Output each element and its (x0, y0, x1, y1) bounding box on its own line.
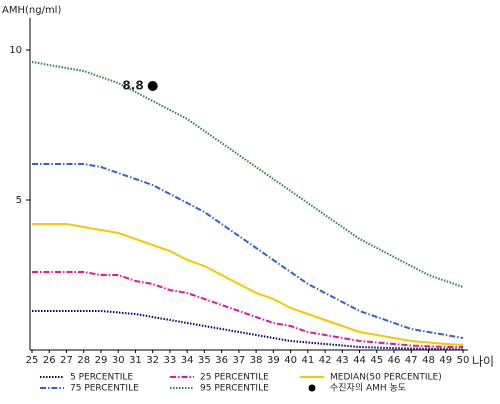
x-tick-label: 47 (405, 355, 418, 366)
x-tick-label: 49 (439, 355, 452, 366)
x-tick-label: 46 (388, 355, 401, 366)
x-tick-label: 38 (250, 355, 263, 366)
x-tick-label: 36 (215, 355, 228, 366)
patient-point (147, 81, 158, 91)
x-tick-label: 33 (164, 355, 177, 366)
x-tick-label: 26 (43, 355, 56, 366)
series-line (32, 310, 464, 351)
x-tick-label: 48 (422, 355, 435, 366)
series-line (32, 271, 463, 348)
x-tick-label: 41 (301, 355, 314, 366)
legend-label: MEDIAN(50 PERCENTILE) (330, 373, 442, 383)
series-line (32, 223, 464, 346)
x-tick-label: 39 (267, 355, 280, 366)
legend-label: 75 PERCENTILE (70, 384, 139, 394)
legend-label: 수진자의 AMH 농도 (330, 383, 406, 394)
legend-swatch (308, 384, 316, 392)
legend-label: 25 PERCENTILE (200, 373, 269, 383)
x-tick-label: 40 (284, 355, 297, 366)
point-label: 8.8 (122, 79, 143, 93)
y-tick-label: 5 (16, 195, 22, 206)
x-tick-label: 35 (198, 355, 211, 366)
x-tick-label: 31 (129, 355, 142, 366)
x-tick-label: 25 (26, 355, 39, 366)
x-tick-label: 34 (181, 355, 194, 366)
x-tick-label: 29 (95, 355, 108, 366)
x-tick-label: 30 (112, 355, 125, 366)
y-axis-label: AMH(ng/ml) (2, 5, 61, 16)
x-tick-label: 45 (370, 355, 383, 366)
legend-label: 95 PERCENTILE (200, 384, 269, 394)
x-tick-label: 50 (457, 355, 470, 366)
legend-label: 5 PERCENTILE (70, 373, 133, 383)
series-line (32, 163, 464, 339)
x-axis-label: 나이 (472, 355, 494, 369)
x-tick-label: 44 (353, 355, 366, 366)
series-line (31, 61, 464, 288)
x-tick-label: 28 (77, 355, 90, 366)
y-tick-label: 10 (9, 45, 22, 56)
x-tick-label: 42 (319, 355, 332, 366)
x-tick-label: 27 (60, 355, 73, 366)
x-tick-label: 43 (336, 355, 349, 366)
x-tick-label: 32 (146, 355, 159, 366)
x-tick-label: 37 (233, 355, 246, 366)
